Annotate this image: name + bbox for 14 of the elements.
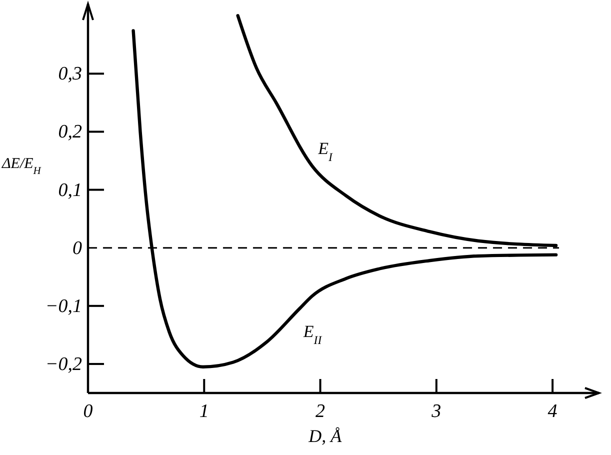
- y-tick-label: −0,2: [45, 354, 82, 375]
- series-label: E$_{II}$: [302, 322, 323, 347]
- x-tick-label: 2: [316, 401, 326, 422]
- y-tick-label: 0: [72, 238, 82, 259]
- series-label: E$_{I}$: [317, 138, 334, 164]
- y-axis-title: ΔE/E$_{H}$: [1, 156, 42, 176]
- x-axis-title: D, Å: [308, 426, 343, 446]
- x-tick-label: 1: [199, 401, 209, 422]
- y-tick-label: 0,3: [58, 64, 82, 85]
- y-tick-label: −0,1: [45, 296, 82, 317]
- x-tick-label: 3: [430, 401, 442, 422]
- y-tick-label: 0,2: [58, 122, 82, 143]
- x-tick-label: 4: [548, 401, 558, 422]
- y-tick-label: 0,1: [58, 180, 82, 201]
